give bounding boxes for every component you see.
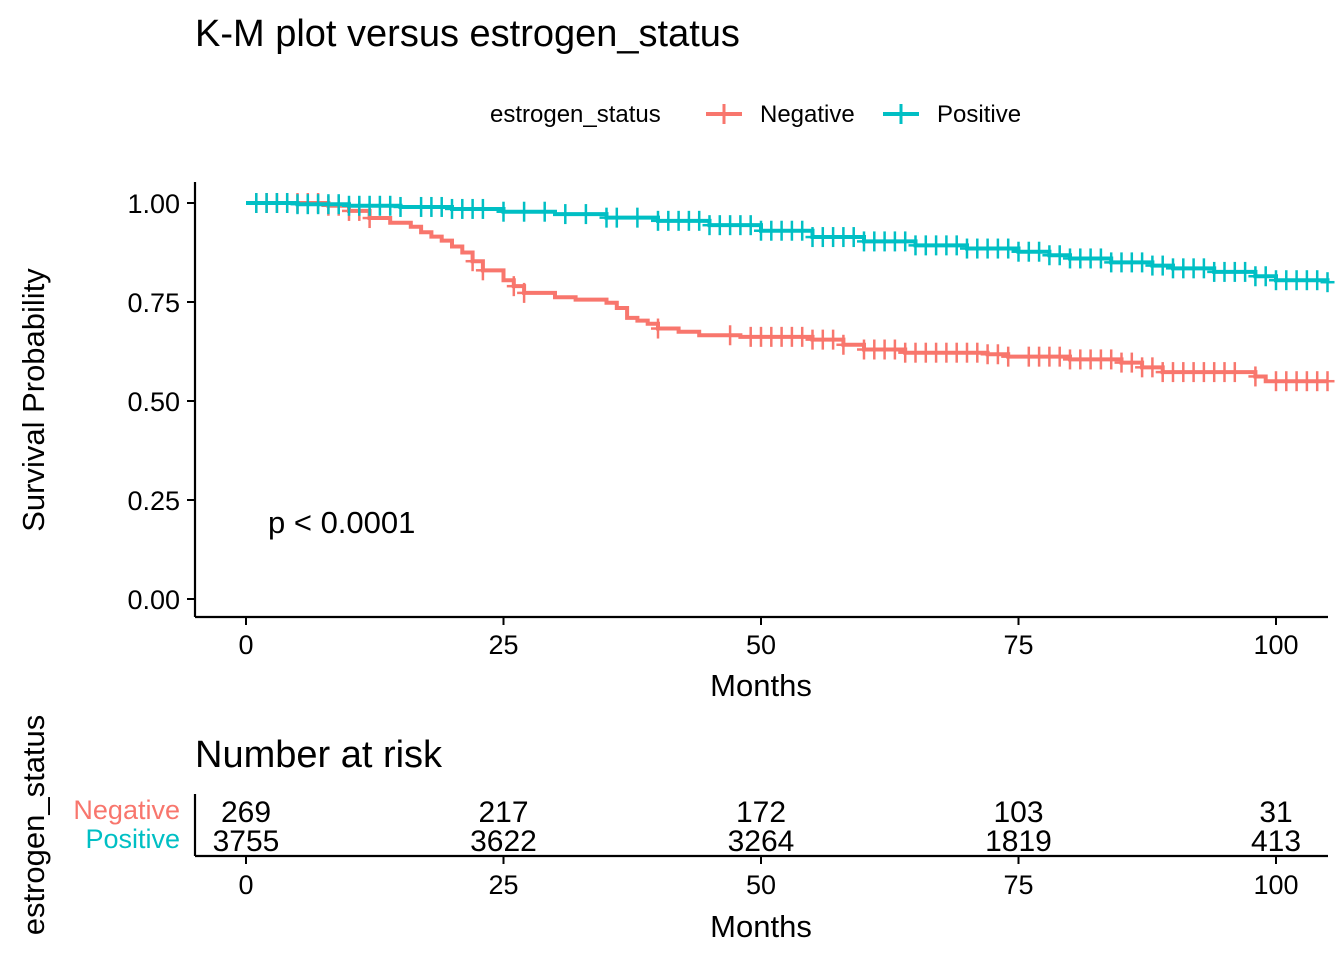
risk-table: Number at risk Negative Positive 269 217 1… [16, 715, 1328, 944]
y-tick-label: 0.25 [127, 486, 180, 516]
legend-label-negative: Negative [760, 101, 855, 128]
y-axis-label: Survival Probability [16, 268, 51, 532]
chart-title: K-M plot versus estrogen_status [195, 13, 740, 55]
risk-table-x-axis-label: Months [710, 909, 812, 944]
risk-table-cells: 269 217 172 103 31 3755 3622 3264 1819 413 [213, 796, 1301, 858]
risk-count-negative: 217 [478, 796, 528, 829]
survival-curves [246, 193, 1335, 392]
y-axis-ticks: 0.00 0.25 0.50 0.75 1.00 [127, 189, 195, 615]
legend-entry-positive: Positive [883, 101, 1021, 128]
survival-plot: 0.00 0.25 0.50 0.75 1.00 0 25 50 75 100 p < 0.00… [16, 182, 1335, 703]
risk-table-row-label-positive: Positive [85, 824, 180, 854]
risk-table-x-axis-ticks: 0 25 50 75 100 [238, 856, 1299, 900]
risk-count-positive: 1819 [985, 825, 1052, 858]
x-tick-label: 0 [238, 630, 253, 660]
y-tick-label: 0.50 [127, 387, 180, 417]
risk-count-negative: 31 [1259, 796, 1292, 829]
y-tick-label: 0.00 [127, 585, 180, 615]
x-axis-ticks: 0 25 50 75 100 [238, 617, 1299, 660]
y-tick-label: 0.75 [127, 288, 180, 318]
p-value-annotation: p < 0.0001 [268, 505, 415, 540]
legend-entry-negative: Negative [706, 101, 855, 128]
x-axis-label: Months [710, 668, 812, 703]
x-tick-label: 75 [1003, 630, 1033, 660]
risk-table-x-tick-label: 50 [746, 870, 776, 900]
risk-table-title: Number at risk [195, 734, 443, 776]
x-tick-label: 100 [1253, 630, 1298, 660]
risk-count-positive: 3622 [470, 825, 537, 858]
risk-count-positive: 3755 [213, 825, 280, 858]
legend-label-positive: Positive [937, 101, 1021, 128]
risk-count-negative: 103 [993, 796, 1043, 829]
survival-curve-negative [246, 201, 1328, 384]
risk-table-x-tick-label: 25 [488, 870, 518, 900]
x-tick-label: 25 [488, 630, 518, 660]
y-tick-label: 1.00 [127, 189, 180, 219]
risk-count-negative: 172 [736, 796, 786, 829]
censor-marks-positive [249, 193, 1335, 293]
x-tick-label: 50 [746, 630, 776, 660]
risk-count-negative: 269 [221, 796, 271, 829]
risk-table-row-label-negative: Negative [73, 795, 180, 825]
risk-table-y-axis-label: estrogen_status [16, 715, 51, 936]
risk-table-x-tick-label: 75 [1003, 870, 1033, 900]
legend-title: estrogen_status [490, 101, 661, 128]
legend: estrogen_status Negative Positive [490, 101, 1021, 128]
risk-table-x-tick-label: 0 [238, 870, 253, 900]
risk-table-x-tick-label: 100 [1253, 870, 1298, 900]
risk-count-positive: 413 [1251, 825, 1301, 858]
survival-curve-positive [246, 201, 1330, 283]
risk-count-positive: 3264 [728, 825, 795, 858]
